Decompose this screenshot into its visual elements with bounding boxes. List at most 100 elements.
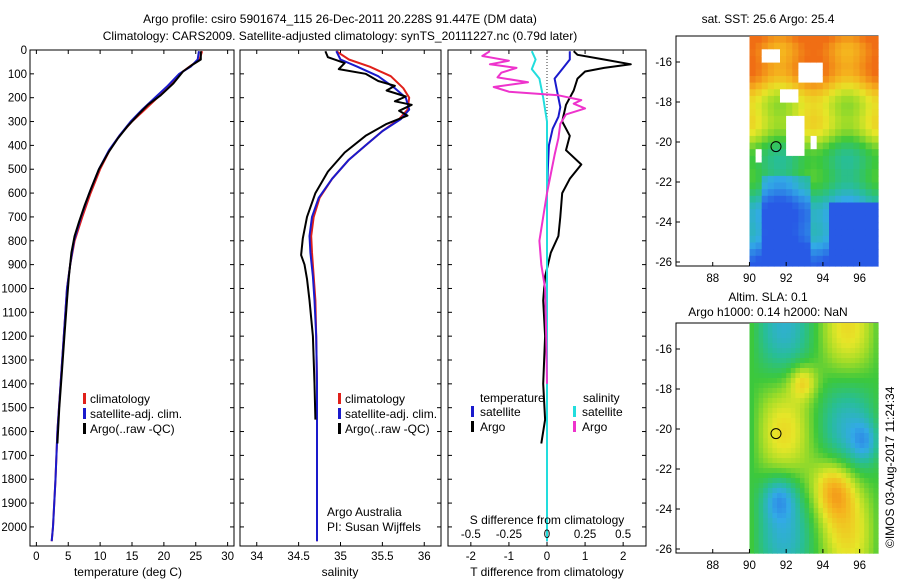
- heat-cell: [859, 62, 867, 70]
- heat-cell: [847, 142, 854, 150]
- heat-cell: [832, 453, 838, 459]
- heat-cell: [749, 115, 757, 124]
- heat-cell: [763, 393, 769, 399]
- heat-cell: [845, 458, 852, 464]
- heat-cell: [873, 523, 879, 529]
- heat-cell: [827, 513, 833, 519]
- heat-cell: [773, 249, 781, 257]
- heat-cell: [864, 398, 870, 404]
- heat-cell: [772, 553, 778, 554]
- heat-cell: [773, 69, 781, 77]
- heat-cell: [813, 463, 819, 469]
- heat-cell: [841, 463, 847, 469]
- heat-cell: [855, 423, 861, 429]
- x-tick-label: 34.5: [287, 551, 309, 563]
- heat-cell: [841, 175, 848, 184]
- heat-cell: [850, 538, 856, 544]
- heat-cell: [859, 463, 865, 469]
- heat-cell: [755, 95, 763, 104]
- heat-cell: [847, 222, 854, 230]
- heat-cell: [859, 488, 865, 494]
- heat-cell: [772, 498, 778, 504]
- heat-cell: [877, 229, 879, 237]
- heat-cell: [767, 343, 773, 349]
- heat-cell: [804, 82, 812, 90]
- heat-cell: [822, 488, 829, 494]
- heat-cell: [773, 109, 781, 117]
- heat-cell: [841, 222, 848, 230]
- heat-cell: [792, 42, 799, 50]
- heat-cell: [763, 428, 769, 434]
- heat-cell: [767, 443, 773, 449]
- legend-label-t-argo: Argo: [480, 420, 506, 434]
- heat-cell: [786, 533, 792, 539]
- heat-cell: [832, 368, 838, 374]
- heat-cell: [790, 383, 796, 389]
- heat-cell: [836, 423, 842, 429]
- heat-cell: [767, 508, 773, 514]
- y-tick-label: 1800: [1, 474, 27, 486]
- heat-cell: [795, 508, 801, 514]
- heat-cell: [829, 255, 836, 264]
- heat-cell: [841, 333, 847, 339]
- heat-cell: [818, 528, 824, 534]
- heat-cell: [781, 378, 787, 384]
- heat-cell: [873, 338, 879, 344]
- heat-cell: [827, 393, 833, 399]
- heat-cell: [822, 508, 829, 514]
- heat-cell: [758, 373, 764, 379]
- heat-cell: [835, 195, 842, 204]
- heat-cell: [829, 49, 836, 57]
- heat-cell: [790, 378, 796, 384]
- heat-cell: [829, 155, 836, 164]
- heat-cell: [749, 378, 755, 384]
- heat-cell: [859, 215, 867, 224]
- heat-cell: [859, 343, 865, 349]
- legend-label-s-argo: Argo: [582, 420, 608, 434]
- heat-cell: [841, 56, 848, 64]
- heat-cell: [871, 195, 879, 204]
- heat-cell: [827, 548, 833, 554]
- heat-cell: [772, 488, 778, 494]
- heat-cell: [798, 242, 806, 250]
- heat-cell: [850, 398, 856, 404]
- heat-cell: [816, 122, 824, 130]
- heat-cell: [864, 428, 870, 434]
- heat-cell: [804, 423, 810, 429]
- heat-cell: [781, 333, 787, 339]
- heat-cell: [767, 82, 775, 90]
- heat-cell: [767, 403, 773, 409]
- heat-cell: [822, 343, 829, 349]
- heat-cell: [850, 408, 856, 414]
- heat-cell: [754, 368, 760, 374]
- heat-cell: [859, 398, 865, 404]
- heat-cell: [767, 528, 773, 534]
- heat-cell: [781, 528, 787, 534]
- heat-cell: [841, 76, 848, 84]
- heat-cell: [859, 109, 867, 117]
- heat-cell: [816, 82, 824, 90]
- heat-cell: [804, 498, 810, 504]
- heat-cell: [786, 142, 793, 150]
- heat-cell: [772, 363, 778, 369]
- heat-cell: [790, 458, 796, 464]
- heat-cell: [832, 353, 838, 359]
- heat-cell: [835, 56, 842, 64]
- heat-cell: [810, 195, 818, 204]
- heat-cell: [835, 142, 842, 150]
- heat-cell: [836, 388, 842, 394]
- heat-cell: [868, 453, 874, 459]
- heat-cell: [804, 493, 810, 499]
- heat-cell: [773, 149, 781, 157]
- heat-cell: [855, 323, 861, 329]
- heat-cell: [761, 129, 769, 137]
- heat-cell: [777, 408, 783, 414]
- heat-cell: [835, 149, 842, 157]
- heat-cell: [859, 255, 867, 264]
- heat-cell: [832, 468, 838, 474]
- heat-cell: [832, 388, 838, 394]
- heat-cell: [865, 175, 873, 184]
- heat-cell: [855, 408, 861, 414]
- heat-cell: [836, 543, 842, 549]
- legend-label-argo: Argo(..raw -QC): [345, 422, 430, 436]
